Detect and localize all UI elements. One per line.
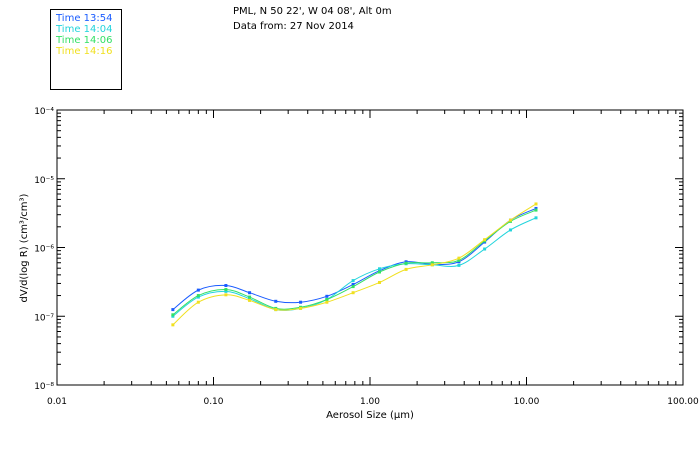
series-line <box>172 203 537 326</box>
y-tick-label: 10⁻⁶ <box>34 245 54 255</box>
data-point <box>325 300 329 304</box>
data-point <box>224 289 228 293</box>
x-tick-label: 0.10 <box>203 397 223 407</box>
data-point <box>404 261 408 265</box>
data-point <box>325 294 329 298</box>
data-point <box>508 228 512 232</box>
location-line: PML, N 50 22', W 04 08', Alt 0m <box>233 6 392 17</box>
date-line: Data from: 27 Nov 2014 <box>233 21 354 32</box>
data-point <box>274 299 278 303</box>
data-point <box>508 218 512 222</box>
data-point <box>248 291 252 295</box>
series-layer <box>171 202 538 327</box>
series-line <box>172 217 537 317</box>
series-3 <box>171 202 538 327</box>
data-point <box>534 208 538 212</box>
y-tick-label: 10⁻⁵ <box>34 176 54 186</box>
legend-entry-3: Time 14:16 <box>56 46 113 57</box>
x-tick-label: 10.00 <box>514 397 540 407</box>
data-point <box>457 258 461 262</box>
data-point <box>378 280 381 284</box>
data-point <box>196 295 200 299</box>
data-point <box>224 287 228 291</box>
legend: Time 13:54 Time 14:04 Time 14:06 Time 14… <box>50 9 122 90</box>
plot-frame <box>56 109 684 386</box>
data-point <box>248 295 252 299</box>
data-point <box>457 256 461 260</box>
data-point <box>171 308 175 312</box>
data-point <box>274 308 278 312</box>
axis-ticks: 0.01 0.10 1.00 10.00 100.00 10⁻⁸ 10⁻⁷ 10⁻⁶ 10⁻⁵ 1… <box>34 107 699 407</box>
data-point <box>351 285 355 289</box>
data-point <box>378 270 381 274</box>
data-point <box>534 216 538 220</box>
data-point <box>351 279 355 283</box>
data-point <box>299 300 303 304</box>
data-point <box>196 294 200 298</box>
legend-entry-0: Time 13:54 <box>56 13 113 24</box>
data-point <box>224 293 228 297</box>
data-point <box>248 298 252 302</box>
x-tick-label: 1.00 <box>360 397 380 407</box>
data-point <box>483 238 487 242</box>
series-1 <box>171 216 538 318</box>
y-axis-label: dV/d(log R) (cm³/cm³) <box>19 193 30 302</box>
data-point <box>430 263 434 267</box>
data-point <box>404 267 408 271</box>
data-point <box>457 263 461 267</box>
data-point <box>224 284 228 288</box>
data-point <box>378 267 381 271</box>
legend-entry-2: Time 14:06 <box>56 35 113 46</box>
data-point <box>248 297 252 301</box>
data-point <box>196 300 200 304</box>
y-tick-label: 10⁻⁷ <box>34 313 54 323</box>
y-tick-label: 10⁻⁸ <box>34 382 54 392</box>
data-point <box>325 298 329 302</box>
data-point <box>171 313 175 317</box>
x-axis-label: Aerosol Size (μm) <box>326 410 414 421</box>
data-point <box>483 247 487 251</box>
x-tick-label: 100.00 <box>667 397 699 407</box>
data-point <box>534 206 538 210</box>
y-tick-label: 10⁻⁴ <box>34 107 54 117</box>
data-point <box>351 291 355 295</box>
series-2 <box>171 208 538 317</box>
data-point <box>534 202 538 206</box>
data-point <box>299 306 303 310</box>
data-point <box>171 323 175 327</box>
legend-entry-1: Time 14:04 <box>56 24 113 35</box>
series-line <box>172 209 537 316</box>
x-tick-label: 0.01 <box>47 397 67 407</box>
data-point <box>430 261 434 265</box>
data-point <box>196 288 200 292</box>
data-point <box>351 282 355 286</box>
